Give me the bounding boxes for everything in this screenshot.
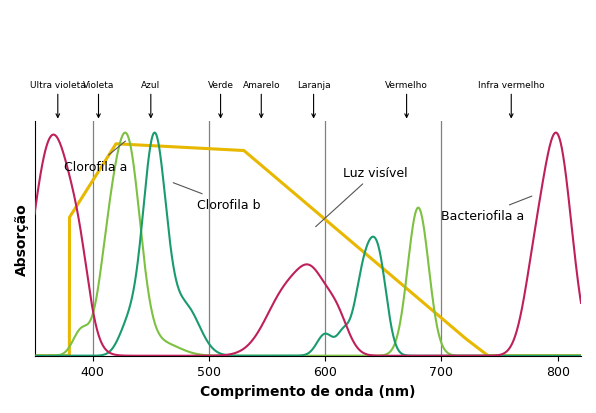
Text: Violeta: Violeta xyxy=(83,81,114,118)
Text: Infra vermelho: Infra vermelho xyxy=(478,81,545,118)
Text: Amarelo: Amarelo xyxy=(243,81,280,118)
Y-axis label: Absorção: Absorção xyxy=(15,203,29,275)
Text: Luz visível: Luz visível xyxy=(316,167,407,227)
Text: Verde: Verde xyxy=(207,81,234,118)
Text: Clorofila a: Clorofila a xyxy=(64,142,127,173)
Text: Azul: Azul xyxy=(141,81,160,118)
X-axis label: Comprimento de onda (nm): Comprimento de onda (nm) xyxy=(200,384,415,398)
Text: Ultra violeta: Ultra violeta xyxy=(30,81,86,118)
Text: Vermelho: Vermelho xyxy=(385,81,428,118)
Text: Bacteriofila a: Bacteriofila a xyxy=(442,197,532,222)
Text: Clorofila b: Clorofila b xyxy=(173,183,261,211)
Text: Laranja: Laranja xyxy=(297,81,330,118)
